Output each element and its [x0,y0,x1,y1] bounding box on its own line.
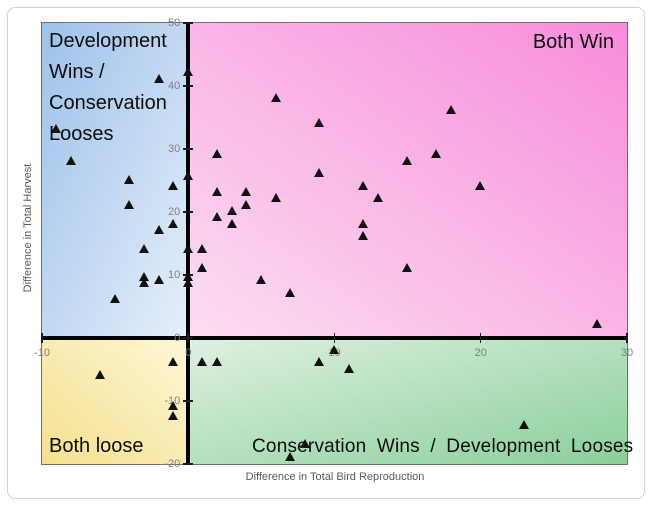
data-point-marker [95,369,105,379]
data-point-marker [168,180,179,190]
data-point-marker [270,193,281,203]
data-point-marker [270,92,281,102]
data-point-marker [138,272,149,282]
data-point-marker [182,272,193,282]
data-point-marker [402,155,413,165]
data-point-marker [402,262,413,272]
data-point-marker [446,105,456,115]
y-axis-tick-label: 30 [168,143,181,155]
data-point-marker [285,287,296,297]
data-point-marker [197,262,208,272]
data-point-marker [358,231,369,241]
data-point-marker [153,275,164,285]
data-point-marker [255,275,266,285]
data-point-marker [329,344,339,354]
data-point-marker [182,171,193,181]
data-point-marker [285,451,296,461]
data-point-marker [299,439,310,449]
data-point-marker [153,73,164,83]
quadrant-top-right-fill [188,23,627,338]
y-axis-tick-mark [183,211,194,213]
data-point-marker [197,357,208,367]
data-point-marker [168,357,179,367]
data-point-marker [519,420,530,430]
data-point-marker [226,206,237,215]
data-point-marker [124,199,135,209]
x-axis-tick-mark [41,333,43,343]
x-axis-tick-mark [626,333,628,343]
quadrant-label-development-wins: Development Wins / Conservation Looses [49,30,167,145]
data-point-marker [168,410,179,420]
data-point-marker [168,401,179,411]
x-axis-tick-label: -10 [34,347,50,359]
x-axis-tick-label: 30 [620,347,634,359]
data-point-marker [358,218,369,228]
quadrant-label-both-win: Both Win [532,31,614,53]
data-point-marker [138,243,149,253]
y-axis-line [186,23,191,464]
data-point-marker [592,319,603,329]
y-axis-tick-label: 20 [168,206,181,218]
data-point-marker [226,218,237,228]
y-axis-tick-label: 50 [168,17,181,29]
data-point-marker [212,357,222,367]
data-point-marker [124,174,135,184]
y-axis-tick-mark [183,148,194,150]
y-axis-tick-label: 40 [168,80,181,92]
y-axis-tick-mark [183,22,194,24]
data-point-marker [51,124,62,134]
data-point-marker [431,149,442,159]
data-point-marker [241,199,252,209]
data-point-marker [358,180,369,190]
quadrant-label-conservation-wins: Conservation Wins / Development Looses [252,436,634,457]
y-axis-tick-mark [183,400,194,402]
quadrant-bottom-right-fill [188,338,627,464]
y-axis-tick-label: -20 [164,458,181,470]
data-point-marker [168,218,179,228]
data-point-marker [182,278,193,288]
quadrant-top-left-fill [42,23,189,338]
data-point-marker [343,363,354,373]
data-point-marker [182,67,193,77]
quadrant-label-both-loose: Both loose [49,435,144,457]
y-axis-tick-label: 10 [168,269,181,281]
x-axis-tick-mark [333,333,335,343]
data-point-marker [182,243,193,253]
y-axis-tick-mark [183,463,194,465]
y-axis-title: Difference in Total Harvest [22,163,34,293]
data-point-marker [372,193,383,203]
data-point-marker [212,212,222,222]
y-axis-tick-label: 0 [174,332,181,344]
x-axis-tick-mark [187,333,189,343]
quadrant-bottom-left-fill [42,338,189,464]
data-point-marker [241,187,252,197]
y-axis-tick-mark [183,85,194,87]
data-point-marker [138,278,149,288]
data-point-marker [109,294,120,304]
data-point-marker [153,224,164,234]
x-axis-tick-label: 20 [474,347,487,359]
data-point-marker [314,168,325,178]
data-point-marker [314,357,325,367]
x-axis-tick-label: 0 [185,347,192,359]
data-point-marker [197,243,208,253]
data-point-marker [475,180,486,190]
x-axis-title: Difference in Total Bird Reproduction [245,471,425,483]
x-axis-tick-mark [479,333,482,343]
data-point-marker [314,117,325,127]
data-point-marker [212,149,222,159]
data-point-marker [65,155,76,165]
data-point-marker [212,187,222,197]
